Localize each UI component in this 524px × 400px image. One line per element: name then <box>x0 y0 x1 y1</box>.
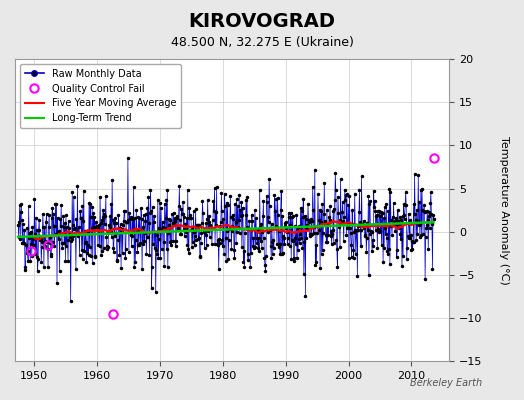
Legend: Raw Monthly Data, Quality Control Fail, Five Year Moving Average, Long-Term Tren: Raw Monthly Data, Quality Control Fail, … <box>20 64 181 128</box>
Text: KIROVOGRAD: KIROVOGRAD <box>189 12 335 31</box>
Y-axis label: Temperature Anomaly (°C): Temperature Anomaly (°C) <box>499 136 509 284</box>
Text: Berkeley Earth: Berkeley Earth <box>410 378 482 388</box>
Text: 48.500 N, 32.275 E (Ukraine): 48.500 N, 32.275 E (Ukraine) <box>171 36 353 49</box>
